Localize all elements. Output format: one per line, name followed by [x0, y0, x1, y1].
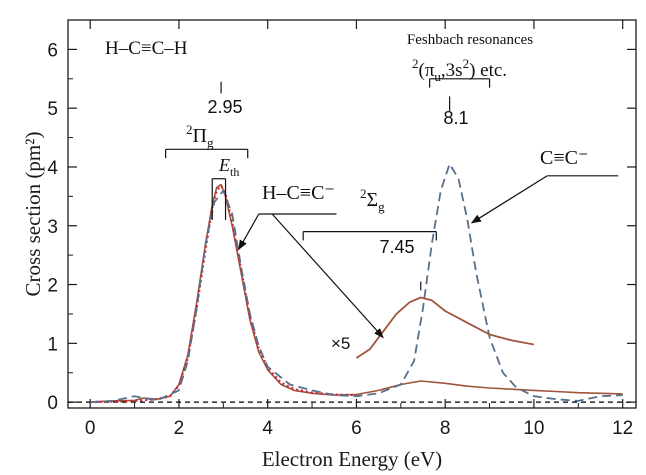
- y-tick-label: 5: [47, 99, 58, 120]
- y-tick-label: 6: [47, 40, 58, 61]
- y-tick-label: 1: [47, 334, 58, 355]
- x-tick-label: 2: [174, 418, 185, 439]
- series-line-acetylide-theory: [90, 184, 357, 404]
- feshbach-state-label: 2(πu,3s2) etc.: [412, 56, 507, 84]
- series-line-times-five: [355, 296, 535, 359]
- series-line-ccminus: [90, 163, 623, 403]
- peak-2-95-label: 2.95: [207, 97, 242, 117]
- series-lines: [90, 163, 623, 404]
- x-tick-label: 10: [523, 418, 544, 439]
- threshold-energy-label: Eth: [218, 155, 239, 179]
- x-tick-label: 0: [85, 418, 96, 439]
- pi-g-state-label: 2Πg: [186, 122, 214, 150]
- annotation-lines: [165, 78, 619, 339]
- arrow-to-main-peak: [238, 213, 260, 251]
- x-tick-label: 6: [351, 418, 362, 439]
- peak-7-45-label: 7.45: [379, 237, 414, 257]
- plot-frame: [67, 19, 637, 409]
- ccminus-label: C≡C⁻: [540, 147, 589, 169]
- y-tick-label: 3: [47, 217, 58, 238]
- y-tick-label: 4: [47, 158, 58, 179]
- y-axis-title: Cross section (pm²): [21, 132, 45, 297]
- arrow-to-times-five: [271, 213, 384, 339]
- arrow-to-ccminus-peak: [470, 175, 548, 224]
- series-line-acetylide-measured: [90, 183, 623, 403]
- anion-label: H–C≡C⁻: [262, 182, 335, 204]
- molecule-label: H–C≡C–H: [105, 38, 188, 59]
- feshbach-title: Feshbach resonances: [407, 32, 533, 48]
- x-tick-label: 4: [262, 418, 273, 439]
- times-five-label: ×5: [331, 334, 350, 353]
- x-tick-label: 12: [612, 418, 633, 439]
- y-tick-label: 0: [47, 393, 58, 414]
- sigma-g-state-label: 2Σg: [360, 186, 385, 214]
- x-axis-title: Electron Energy (eV): [262, 447, 442, 471]
- x-tick-label: 8: [440, 418, 451, 439]
- y-tick-label: 2: [47, 276, 58, 297]
- peak-8-1-label: 8.1: [443, 108, 468, 128]
